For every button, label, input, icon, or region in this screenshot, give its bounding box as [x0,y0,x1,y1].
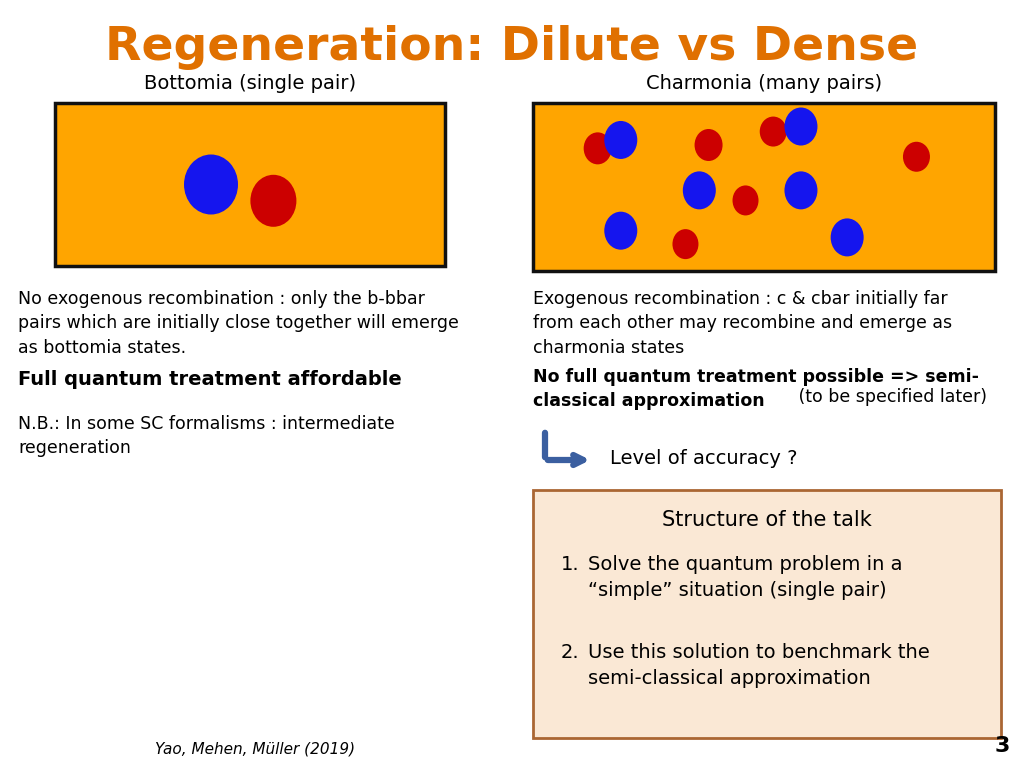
Ellipse shape [251,175,296,227]
Text: No full quantum treatment possible => semi-
classical approximation: No full quantum treatment possible => se… [534,368,979,410]
Text: 2.: 2. [561,643,580,662]
Text: 1.: 1. [561,555,580,574]
Text: Level of accuracy ?: Level of accuracy ? [610,449,798,468]
Ellipse shape [584,132,611,164]
Bar [534,490,1001,738]
Ellipse shape [784,108,817,145]
Text: Yao, Mehen, Müller (2019): Yao, Mehen, Müller (2019) [155,741,355,756]
Text: Solve the quantum problem in a
“simple” situation (single pair): Solve the quantum problem in a “simple” … [588,555,902,600]
Text: Charmonia (many pairs): Charmonia (many pairs) [646,74,882,93]
Ellipse shape [830,218,863,257]
Text: (to be specified later): (to be specified later) [793,388,987,406]
Text: Structure of the talk: Structure of the talk [663,510,871,530]
Text: N.B.: In some SC formalisms : intermediate
regeneration: N.B.: In some SC formalisms : intermedia… [18,415,394,457]
Text: Regeneration: Dilute vs Dense: Regeneration: Dilute vs Dense [105,25,919,71]
Bar [534,103,995,271]
Ellipse shape [184,154,238,214]
Text: Use this solution to benchmark the
semi-classical approximation: Use this solution to benchmark the semi-… [588,643,930,688]
Ellipse shape [732,185,759,216]
Bar [55,103,445,266]
Text: Exogenous recombination : c & cbar initially far
from each other may recombine a: Exogenous recombination : c & cbar initi… [534,290,952,356]
Ellipse shape [604,212,637,250]
Text: Full quantum treatment affordable: Full quantum treatment affordable [18,370,401,389]
Ellipse shape [694,129,723,161]
Text: No exogenous recombination : only the b-bbar
pairs which are initially close tog: No exogenous recombination : only the b-… [18,290,459,356]
Ellipse shape [903,142,930,172]
Text: 3: 3 [994,736,1010,756]
Ellipse shape [760,117,786,147]
Ellipse shape [784,171,817,210]
Ellipse shape [673,229,698,259]
Ellipse shape [604,121,637,159]
Ellipse shape [683,171,716,210]
Text: Bottomia (single pair): Bottomia (single pair) [144,74,356,93]
